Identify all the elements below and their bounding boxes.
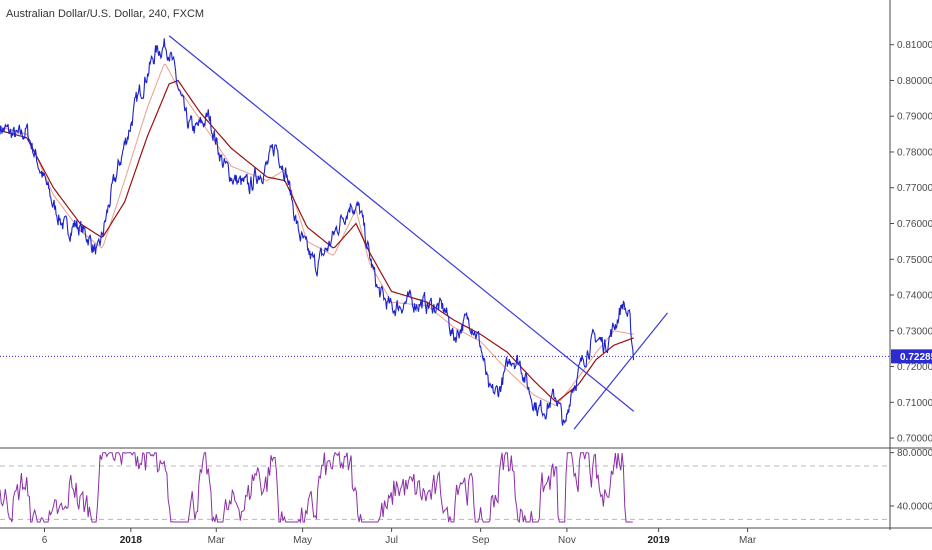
rsi-tick-label: 80.0000	[897, 448, 932, 459]
rsi-series-group	[0, 450, 633, 524]
rsi-tick-label: 40.0000	[897, 502, 932, 513]
price-tick-label: 0.77000	[897, 183, 932, 194]
rsi-line	[0, 450, 633, 524]
time-axis-ticks: 6 2018 Mar May Jul Sep Nov 2019 Mar	[42, 528, 757, 546]
price-tick-label: 0.72000	[897, 362, 932, 373]
time-tick-label: Jul	[385, 535, 398, 546]
price-tick-label: 0.81000	[897, 40, 932, 51]
time-tick-label: Mar	[208, 535, 226, 546]
price-axis-ticks: 0.81000 0.80000 0.79000 0.78000 0.77000 0.760…	[890, 40, 932, 445]
ma-slow-group	[0, 79, 634, 403]
rsi-axis-ticks: 80.0000 40.0000	[890, 448, 932, 513]
price-tick-label: 0.70000	[897, 434, 932, 445]
rsi-bands-group	[0, 465, 890, 520]
trendline-resistance	[168, 35, 635, 412]
price-series-group	[0, 38, 635, 426]
price-tick-label: 0.80000	[897, 76, 932, 87]
trendlines-group	[168, 35, 668, 430]
current-price-label-bg	[891, 349, 932, 364]
price-tick-label: 0.73000	[897, 326, 932, 337]
price-tick-label: 0.75000	[897, 255, 932, 266]
price-tick-label: 0.76000	[897, 219, 932, 230]
price-tick-label: 0.71000	[897, 398, 932, 409]
current-price-label-text: 0.72285	[900, 352, 932, 363]
time-tick-label: 6	[42, 535, 48, 546]
time-tick-label: Mar	[739, 535, 757, 546]
time-tick-label: 2018	[120, 535, 143, 546]
ma-slow-line	[0, 79, 634, 403]
current-price-label: 0.72285	[891, 349, 932, 364]
price-line	[0, 38, 635, 426]
time-tick-label: 2019	[647, 535, 670, 546]
trendline-support	[573, 312, 668, 430]
price-tick-label: 0.79000	[897, 112, 932, 123]
price-tick-label: 0.74000	[897, 291, 932, 302]
time-tick-label: Nov	[558, 535, 576, 546]
chart-title: Australian Dollar/U.S. Dollar, 240, FXCM	[6, 8, 204, 20]
price-tick-label: 0.78000	[897, 147, 932, 158]
time-tick-label: Sep	[472, 535, 490, 546]
time-tick-label: May	[293, 535, 312, 546]
